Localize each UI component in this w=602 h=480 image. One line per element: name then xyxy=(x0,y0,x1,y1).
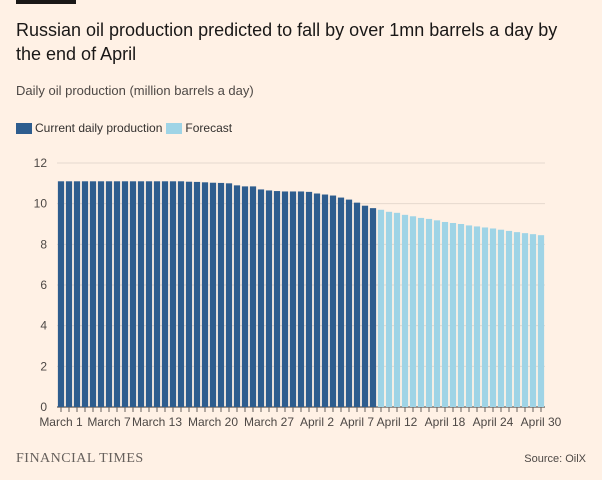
bar xyxy=(465,225,473,407)
y-tick-label: 8 xyxy=(40,237,47,251)
bar xyxy=(81,181,89,407)
bar xyxy=(201,182,209,407)
legend-swatch-forecast xyxy=(166,122,183,134)
bar xyxy=(297,191,305,407)
bar xyxy=(481,227,489,407)
y-tick-label: 12 xyxy=(34,156,48,170)
y-tick-label: 10 xyxy=(34,197,48,211)
bar xyxy=(473,226,481,407)
bar xyxy=(337,197,345,407)
bar xyxy=(377,209,385,407)
bar xyxy=(289,191,297,407)
bar xyxy=(305,191,313,407)
bar xyxy=(441,221,449,407)
bar xyxy=(513,232,521,407)
x-tick-label: March 13 xyxy=(132,415,182,429)
x-tick-label: March 1 xyxy=(39,415,83,429)
bar xyxy=(321,194,329,407)
top-rule xyxy=(16,0,76,4)
bar xyxy=(409,216,417,407)
bar xyxy=(153,181,161,407)
legend-item-forecast: Forecast xyxy=(166,121,232,135)
legend: Current daily production Forecast xyxy=(16,121,236,135)
bar xyxy=(537,235,545,407)
bar xyxy=(97,181,105,407)
bar xyxy=(57,181,65,407)
legend-label-forecast: Forecast xyxy=(185,121,233,135)
bar xyxy=(137,181,145,407)
legend-item-current: Current daily production xyxy=(16,121,162,135)
bar xyxy=(489,228,497,407)
bar xyxy=(361,205,369,407)
chart-subtitle: Daily oil production (million barrels a … xyxy=(16,83,254,98)
x-tick-label: March 27 xyxy=(244,415,294,429)
bar xyxy=(89,181,97,407)
bar xyxy=(329,195,337,407)
x-tick-label: April 24 xyxy=(473,415,514,429)
bar xyxy=(521,233,529,407)
bar xyxy=(385,211,393,407)
bar xyxy=(281,191,289,407)
bar xyxy=(393,212,401,407)
bar xyxy=(145,181,153,407)
bar xyxy=(345,199,353,407)
bar xyxy=(433,220,441,407)
brand-logo: FINANCIAL TIMES xyxy=(16,451,144,466)
bar xyxy=(401,214,409,407)
y-tick-label: 2 xyxy=(40,359,47,373)
bar xyxy=(249,186,257,407)
bar xyxy=(185,181,193,407)
bar xyxy=(121,181,129,407)
bar xyxy=(449,222,457,407)
bar xyxy=(497,229,505,407)
bar xyxy=(233,185,241,407)
source-note: Source: OilX xyxy=(524,453,586,465)
bar xyxy=(177,181,185,407)
bar xyxy=(209,182,217,407)
bar xyxy=(417,217,425,407)
bar xyxy=(113,181,121,407)
legend-label-current: Current daily production xyxy=(35,121,163,135)
bar xyxy=(161,181,169,407)
bar xyxy=(505,230,513,407)
bar xyxy=(257,189,265,407)
y-tick-label: 6 xyxy=(40,278,47,292)
legend-swatch-current xyxy=(16,122,32,134)
bar xyxy=(529,234,537,407)
bar xyxy=(313,193,321,407)
bar xyxy=(169,181,177,407)
y-tick-label: 4 xyxy=(40,319,47,333)
bar xyxy=(353,202,361,407)
x-tick-label: April 12 xyxy=(377,415,418,429)
bar xyxy=(129,181,137,407)
bar xyxy=(193,181,201,407)
bar xyxy=(217,182,225,407)
bar xyxy=(73,181,81,407)
bar xyxy=(425,218,433,407)
x-tick-label: March 7 xyxy=(87,415,131,429)
bar xyxy=(225,183,233,407)
bar xyxy=(265,190,273,407)
bar xyxy=(369,208,377,407)
x-tick-label: April 2 xyxy=(300,415,334,429)
y-tick-label: 0 xyxy=(40,400,47,414)
bar xyxy=(241,186,249,407)
bar xyxy=(457,224,465,407)
bar xyxy=(105,181,113,407)
chart-title: Russian oil production predicted to fall… xyxy=(16,20,558,64)
bar xyxy=(65,181,73,407)
x-tick-label: March 20 xyxy=(188,415,238,429)
x-tick-label: April 18 xyxy=(425,415,466,429)
bar xyxy=(273,191,281,407)
x-tick-label: April 30 xyxy=(521,415,562,429)
x-tick-label: April 7 xyxy=(340,415,374,429)
